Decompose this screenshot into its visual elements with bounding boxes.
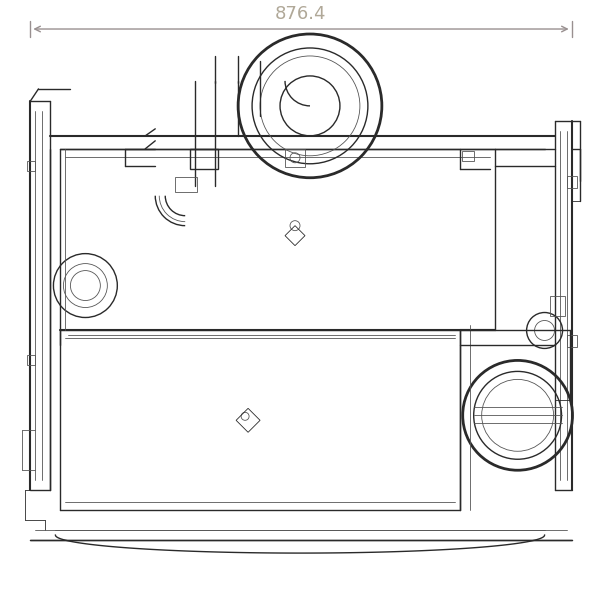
- Bar: [550, 296, 565, 316]
- Bar: [566, 335, 577, 347]
- Bar: [462, 151, 473, 161]
- Bar: [285, 149, 305, 167]
- Bar: [175, 177, 197, 192]
- Bar: [190, 149, 218, 169]
- Bar: [28, 161, 35, 171]
- Bar: [566, 176, 577, 188]
- Bar: [28, 355, 35, 365]
- Text: 876.4: 876.4: [275, 5, 327, 23]
